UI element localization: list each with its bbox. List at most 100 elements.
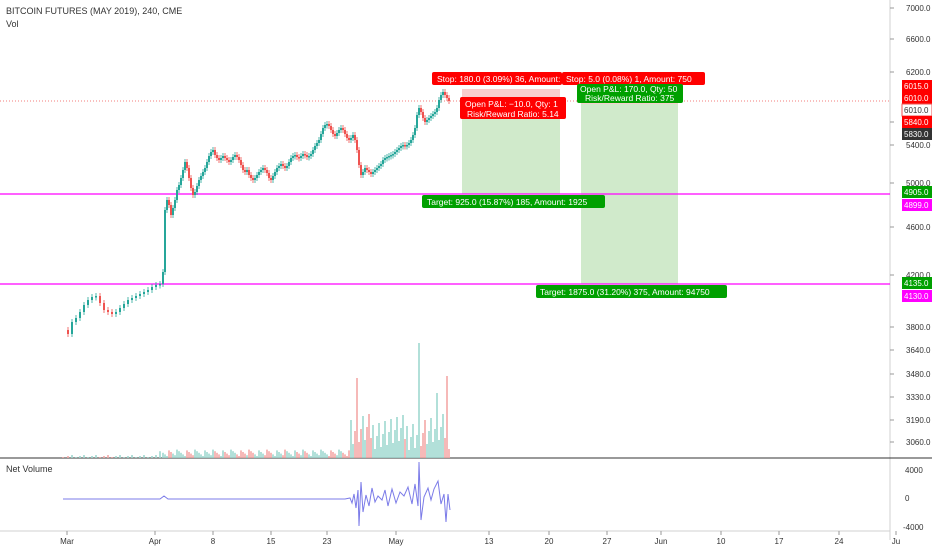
candle-body [166,200,168,210]
candle-body [194,192,196,195]
volume-bar [344,454,346,458]
candle-body [174,200,176,208]
volume-bar [226,453,228,458]
price-axis[interactable]: 7000.0 6600.0 6200.0 5840.0 5400.0 5000.0 4600… [890,4,931,447]
volume-label: Vol [6,19,19,29]
volume-bar [396,417,398,458]
nv-tick-bot: -4000 [903,523,924,532]
candle-body [83,305,85,312]
volume-bar [354,431,356,458]
candle-body [107,310,109,312]
position-2-stop-label: Stop: 5.0 (0.08%) 1, Amount: 750 [566,74,692,84]
volume-bar [162,452,164,458]
candle-body [208,156,210,162]
volume-bar [119,455,121,458]
volume-bar [380,447,382,458]
candle-body [186,162,188,168]
volume-bar [280,453,282,458]
position-1-stop-badge[interactable] [432,72,562,85]
candle-body [374,170,376,172]
volume-bar [214,451,216,458]
volume-bar [224,452,226,458]
candle-body [226,158,228,160]
volume-bar [234,452,236,458]
candle-body [131,298,133,300]
candles-layer[interactable] [67,89,450,337]
volume-bar [314,452,316,458]
position-2-stop-badge[interactable] [562,72,705,85]
candle-body [418,108,420,115]
candle-body [206,162,208,168]
candle-body [228,160,230,162]
candle-body [440,95,442,100]
candle-body [172,208,174,215]
candle-body [366,168,368,170]
time-axis[interactable]: Mar Apr 8 15 23 May 13 20 27 Jun 10 17 24 Ju [60,531,900,546]
volume-bar [135,457,137,458]
candle-body [402,145,404,147]
volume-bar [155,455,157,458]
volume-bar [368,414,370,458]
volume-bar [127,456,129,458]
volume-bar [438,440,440,458]
candle-body [95,296,97,298]
volume-bar [254,454,256,458]
position-2-info-badge[interactable] [577,84,683,103]
volume-bar [394,430,396,458]
price-tag-bg [902,199,932,211]
volume-bar [71,455,73,458]
volume-bar [306,452,308,458]
y-tick-label: 3060.0 [906,438,931,447]
volume-bar [384,421,386,458]
volume-bar [388,432,390,458]
candle-body [248,170,250,175]
net-volume-line[interactable] [63,461,451,527]
candle-body [282,164,284,166]
volume-bar [268,451,270,458]
volume-bar [168,450,170,458]
price-tag-label: 5840.0 [904,118,929,127]
volume-bar [282,455,284,458]
volume-bar [198,452,200,458]
candle-body [294,155,296,157]
candle-body [312,150,314,154]
x-tick-label: Apr [149,537,162,546]
candle-body [99,296,101,303]
candle-body [230,160,232,162]
position-1-info-badge[interactable] [460,97,566,119]
candle-body [250,175,252,178]
volume-bar [374,449,376,458]
price-tag-bg [902,92,932,104]
symbol-title[interactable]: BITCOIN FUTURES (MAY 2019), 240, CME [6,6,182,16]
volume-bar [310,456,312,458]
volume-bar [428,431,430,458]
candle-body [438,100,440,108]
volume-bar [446,376,448,458]
candle-body [388,156,390,158]
candle-body [192,188,194,195]
volume-bar [131,455,133,458]
price-tag-bg [902,277,932,289]
candle-body [300,156,302,158]
volume-bar [284,449,286,458]
volume-bar [278,452,280,458]
price-tag-bg [902,128,932,140]
volume-bar [79,456,81,458]
volume-bar [190,453,192,458]
volume-bar [352,444,354,458]
candle-body [444,92,446,95]
x-tick-label: Jun [655,537,668,546]
candle-body [442,92,444,95]
candle-body [151,287,153,290]
volume-bar [95,455,97,458]
candle-body [350,138,352,140]
candle-body [164,210,166,272]
volume-bar [182,454,184,458]
volume-bar [208,453,210,458]
candle-body [344,130,346,134]
position-2-target-badge[interactable] [536,285,727,298]
volume-bar [426,444,428,458]
volume-bar [204,450,206,458]
position-1-target-badge[interactable] [422,195,605,208]
